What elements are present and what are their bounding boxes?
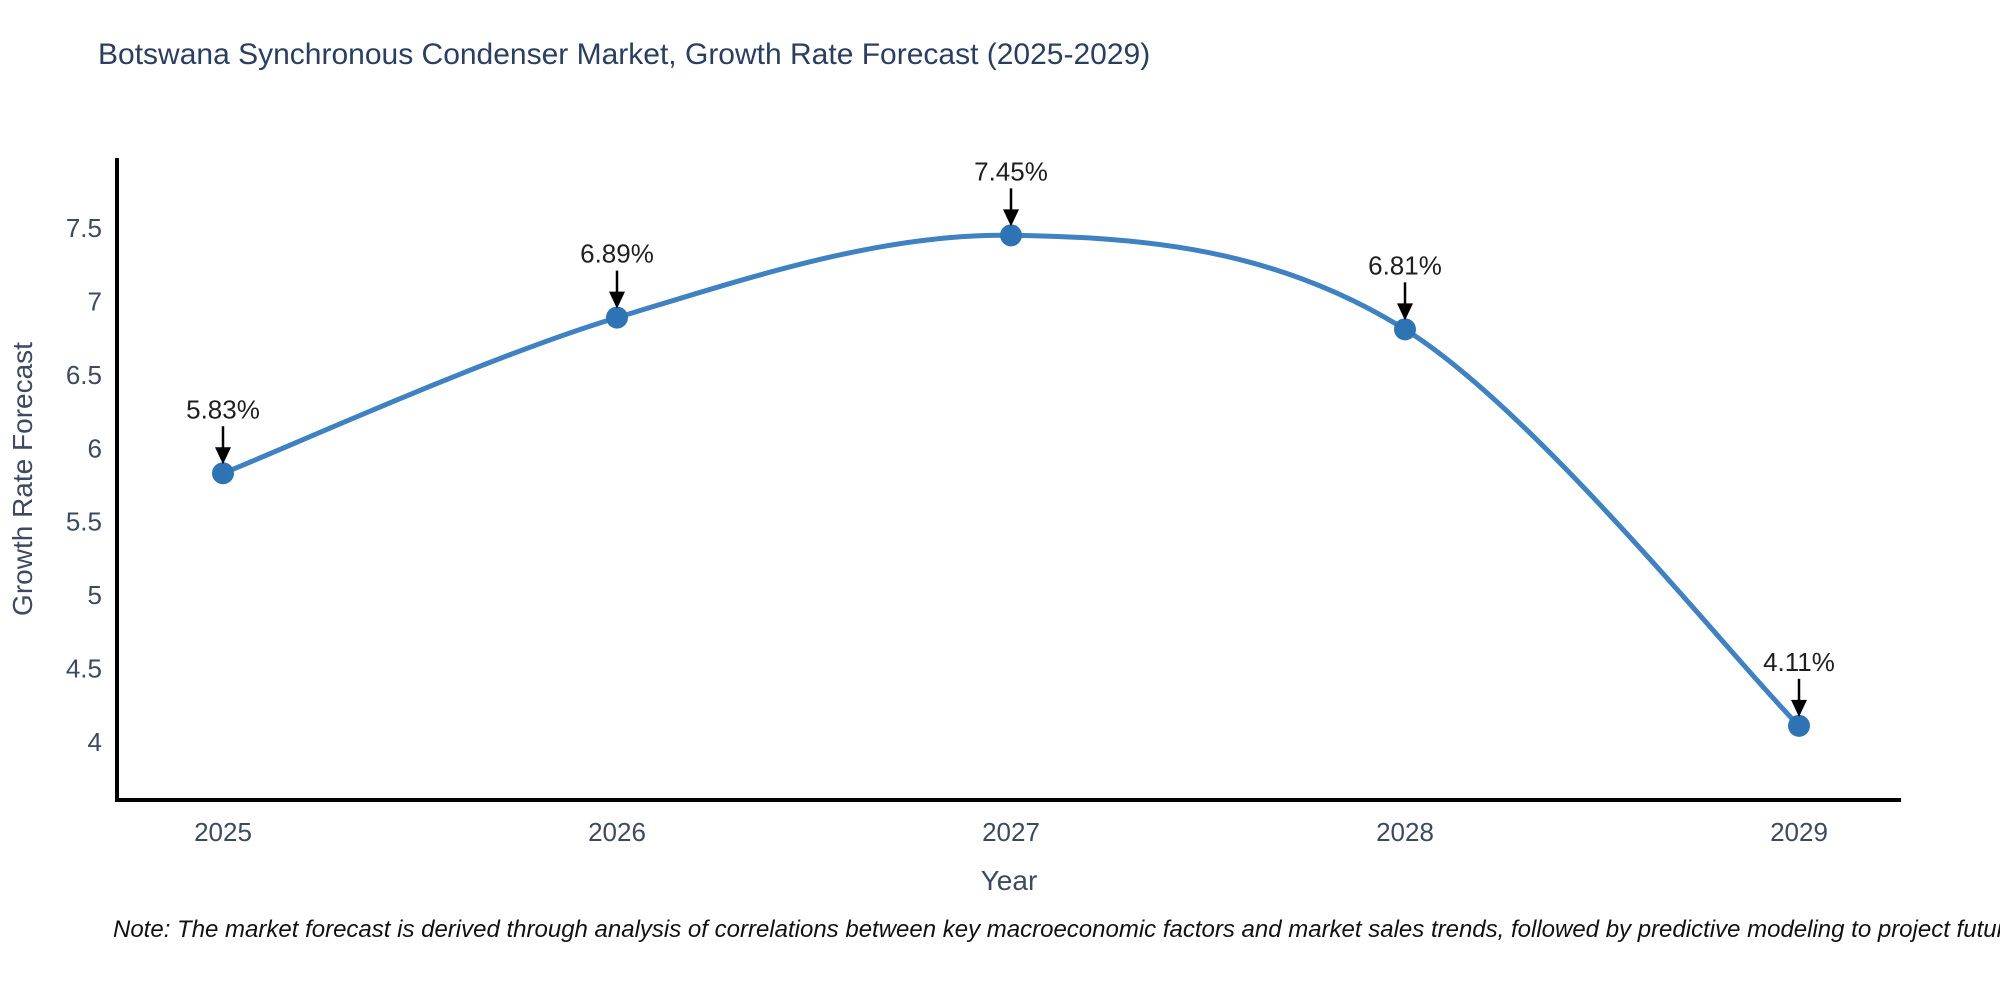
annotation-arrowhead-icon [1791,699,1807,717]
x-axis-title: Year [981,865,1038,896]
annotation-arrowhead-icon [215,447,231,465]
annotation-arrowhead-icon [1003,209,1019,227]
chart-title: Botswana Synchronous Condenser Market, G… [98,38,1151,71]
point-value-label: 5.83% [186,394,260,424]
axis-titles: Year Growth Rate Forecast [7,342,1037,896]
data-point [1394,318,1416,341]
y-tick-label: 4.5 [66,654,102,684]
point-value-label: 6.89% [580,239,654,269]
y-tick-label: 4 [88,727,102,757]
point-value-label: 7.45% [974,156,1048,186]
series-line [220,232,1802,729]
point-value-label: 4.11% [1763,647,1835,677]
y-tick-label: 5.5 [66,507,102,537]
y-tick-label: 7 [88,286,102,316]
x-axis-tick-labels: 2025 2026 2027 2028 2029 [194,817,1828,847]
x-tick-label: 2029 [1770,817,1828,847]
axes [115,158,1901,802]
point-annotations: 5.83% 6.89% 7.45% 6.81% 4.11% [186,156,1835,717]
y-axis-tick-labels: 4 4.5 5 5.5 6 6.5 7 7.5 [66,213,102,757]
y-tick-label: 5 [88,580,102,610]
x-tick-label: 2025 [194,817,252,847]
y-tick-label: 6.5 [66,360,102,390]
x-tick-label: 2028 [1376,817,1434,847]
point-value-label: 6.81% [1368,250,1442,280]
data-point [1788,714,1810,737]
annotation-arrowhead-icon [1397,303,1413,321]
growth-rate-line-chart: 4 4.5 5 5.5 6 6.5 7 7.5 2025 2026 2027 2028 2029 Ye… [7,156,1901,896]
y-tick-label: 6 [88,433,102,463]
annotation-arrowhead-icon [609,291,625,309]
footnote: Note: The market forecast is derived thr… [113,916,2000,943]
y-axis-title: Growth Rate Forecast [7,342,38,616]
data-point [212,462,234,485]
growth-rate-curve [220,232,1802,729]
x-tick-label: 2026 [588,817,646,847]
y-tick-label: 7.5 [66,213,102,243]
data-point [606,306,628,329]
series-markers [212,224,1810,737]
data-point [1000,224,1022,247]
x-tick-label: 2027 [982,817,1040,847]
